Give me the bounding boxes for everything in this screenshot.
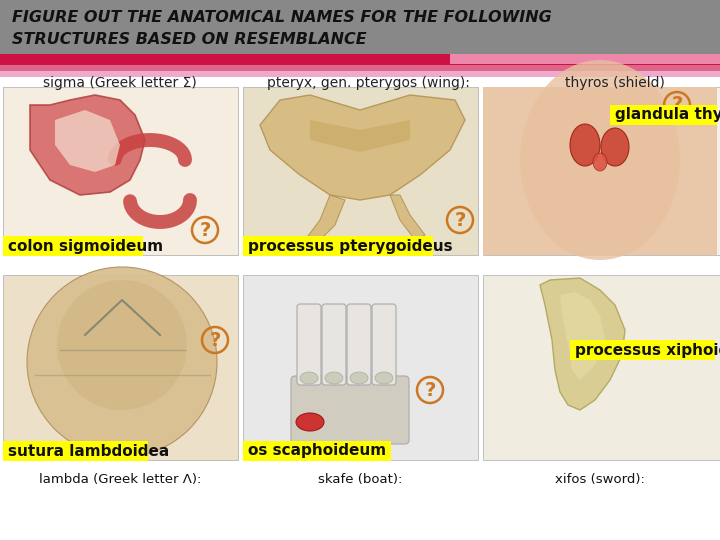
- FancyBboxPatch shape: [0, 0, 720, 55]
- Text: ?: ?: [199, 220, 211, 240]
- Polygon shape: [55, 110, 120, 172]
- Text: FIGURE OUT THE ANATOMICAL NAMES FOR THE FOLLOWING: FIGURE OUT THE ANATOMICAL NAMES FOR THE …: [12, 10, 552, 24]
- FancyBboxPatch shape: [243, 236, 433, 256]
- FancyBboxPatch shape: [0, 54, 720, 66]
- FancyBboxPatch shape: [610, 105, 717, 125]
- FancyBboxPatch shape: [483, 275, 720, 460]
- Text: xifos (sword):: xifos (sword):: [555, 474, 645, 487]
- Text: ?: ?: [210, 330, 221, 349]
- Ellipse shape: [593, 153, 607, 171]
- Text: sutura lambdoidea: sutura lambdoidea: [8, 443, 169, 458]
- FancyBboxPatch shape: [243, 275, 478, 460]
- FancyBboxPatch shape: [243, 441, 391, 461]
- Text: ?: ?: [454, 211, 466, 229]
- FancyBboxPatch shape: [483, 87, 720, 255]
- Text: sigma (Greek letter Σ): sigma (Greek letter Σ): [43, 76, 197, 90]
- FancyBboxPatch shape: [297, 304, 321, 385]
- Ellipse shape: [57, 280, 187, 410]
- Text: STRUCTURES BASED ON RESEMBLANCE: STRUCTURES BASED ON RESEMBLANCE: [12, 32, 366, 48]
- Ellipse shape: [325, 372, 343, 384]
- Ellipse shape: [520, 60, 680, 260]
- Text: glandula thyroidea: glandula thyroidea: [615, 107, 720, 123]
- FancyBboxPatch shape: [291, 376, 409, 444]
- Text: processus xiphoideus: processus xiphoideus: [575, 342, 720, 357]
- Text: colon sigmoideum: colon sigmoideum: [8, 239, 163, 253]
- FancyBboxPatch shape: [3, 87, 238, 255]
- Polygon shape: [30, 95, 145, 195]
- Ellipse shape: [375, 372, 393, 384]
- Polygon shape: [560, 292, 605, 380]
- Polygon shape: [540, 278, 625, 410]
- Ellipse shape: [27, 267, 217, 457]
- FancyBboxPatch shape: [3, 275, 238, 460]
- FancyBboxPatch shape: [372, 304, 396, 385]
- Text: lambda (Greek letter Λ):: lambda (Greek letter Λ):: [39, 474, 201, 487]
- Text: thyros (shield): thyros (shield): [565, 76, 665, 90]
- FancyBboxPatch shape: [570, 340, 715, 360]
- Text: os scaphoideum: os scaphoideum: [248, 443, 386, 458]
- Polygon shape: [260, 95, 465, 200]
- Polygon shape: [305, 195, 345, 245]
- Polygon shape: [390, 195, 425, 240]
- FancyBboxPatch shape: [0, 65, 720, 72]
- FancyBboxPatch shape: [322, 304, 346, 385]
- FancyBboxPatch shape: [450, 54, 720, 64]
- FancyBboxPatch shape: [483, 87, 717, 255]
- FancyBboxPatch shape: [3, 236, 143, 256]
- Ellipse shape: [296, 413, 324, 431]
- FancyBboxPatch shape: [347, 304, 371, 385]
- Text: processus pterygoideus: processus pterygoideus: [248, 239, 453, 253]
- FancyBboxPatch shape: [0, 71, 720, 77]
- Ellipse shape: [601, 128, 629, 166]
- Ellipse shape: [300, 372, 318, 384]
- Text: skafe (boat):: skafe (boat):: [318, 474, 402, 487]
- Polygon shape: [310, 120, 410, 152]
- FancyBboxPatch shape: [243, 87, 478, 255]
- Text: ?: ?: [424, 381, 436, 400]
- Ellipse shape: [570, 124, 600, 166]
- Ellipse shape: [350, 372, 368, 384]
- Text: pteryx, gen. pterygos (wing):: pteryx, gen. pterygos (wing):: [266, 76, 469, 90]
- Text: ?: ?: [671, 96, 683, 114]
- FancyBboxPatch shape: [3, 441, 148, 461]
